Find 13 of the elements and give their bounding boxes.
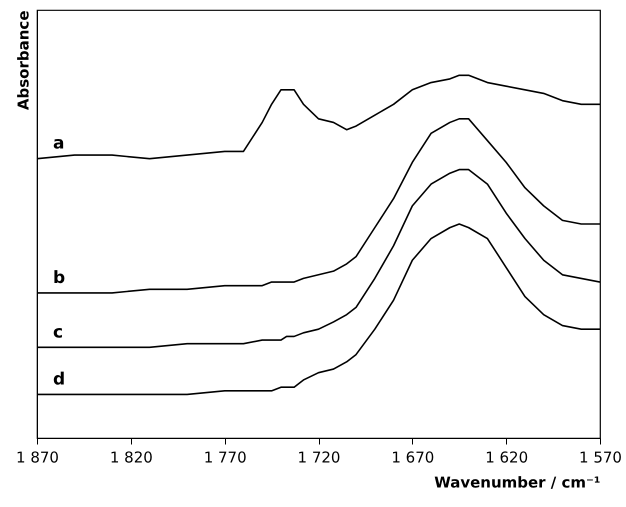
x-tick-label: 1 770: [204, 448, 247, 466]
x-tick-label: 1 570: [579, 448, 622, 466]
x-tick-label: 1 820: [110, 448, 153, 466]
x-tick-label: 1 670: [391, 448, 434, 466]
x-tick-label: 1 720: [298, 448, 340, 466]
x-tick-label: 1 870: [16, 448, 59, 466]
series-label: b: [53, 268, 66, 288]
x-tick-label: 1 620: [485, 448, 528, 466]
series-label: a: [53, 134, 64, 154]
series-label: c: [53, 322, 64, 342]
x-axis-title: Wavenumber / cm⁻¹: [434, 474, 600, 492]
series-label: d: [53, 369, 66, 390]
y-axis-title: Absorbance: [14, 10, 32, 110]
